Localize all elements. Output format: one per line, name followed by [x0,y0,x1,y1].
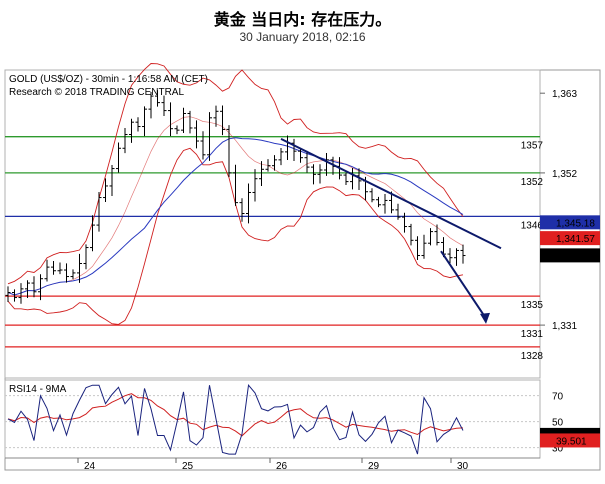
chart-subtitle: 30 January 2018, 02:16 [239,30,366,44]
level-label: 1335 [521,300,544,311]
bollinger-bands [7,63,464,325]
rsi-line [7,384,464,455]
y-tick-label: 1,331 [552,321,577,332]
price-tag-label: 1,340.62 [556,251,595,262]
level-label: 1331 [521,329,544,340]
middle-band [7,116,464,296]
upper-band [7,63,464,285]
rsi-pane [4,379,541,459]
price-bars [5,90,466,304]
price-tag [540,231,600,246]
rsi-label: RSI14 - 9MA [9,384,67,395]
price-tag [540,215,600,230]
level-label: 1346 [521,220,544,231]
y-tick-label: 1,352 [552,169,577,180]
instrument-label: GOLD (US$/OZ) - 30min - 1:16:58 AM (CET) [9,74,208,85]
rsi-tag [540,433,600,448]
moving-average [7,137,464,296]
rsi-ma-line [7,393,464,437]
price-tag-label: 1,345.18 [556,218,595,229]
x-tick-label: 30 [457,461,469,472]
projection-arrow-head [480,312,490,324]
x-tick-label: 29 [368,461,380,472]
rsi-tick-label: 30 [552,444,564,455]
rsi-tick-label: 70 [552,392,564,403]
price-tag [540,248,600,263]
x-tick-label: 25 [182,461,194,472]
rsi-tick-label: 50 [552,418,564,429]
projection-arrow [440,250,486,318]
y-tick-label: 1,363 [552,89,577,100]
level-label: 1352 [521,177,544,188]
price-pane [4,69,541,379]
x-tick-label: 24 [84,461,96,472]
x-tick-label: 26 [276,461,288,472]
trend-lines [280,137,502,324]
level-label: 1328 [521,351,544,362]
credit-label: Research © 2018 TRADING CENTRAL [9,87,184,98]
trendline [280,137,502,250]
price-tags: 1,345.18 1,341.57 1,340.62 [540,215,600,263]
rsi-tag-label: 39.501 [556,436,587,447]
price-tag-label: 1,341.57 [556,234,595,245]
chart-title: 黄金 当日内: 存在压力。 [213,10,392,29]
level-label: 1357 [521,141,544,152]
